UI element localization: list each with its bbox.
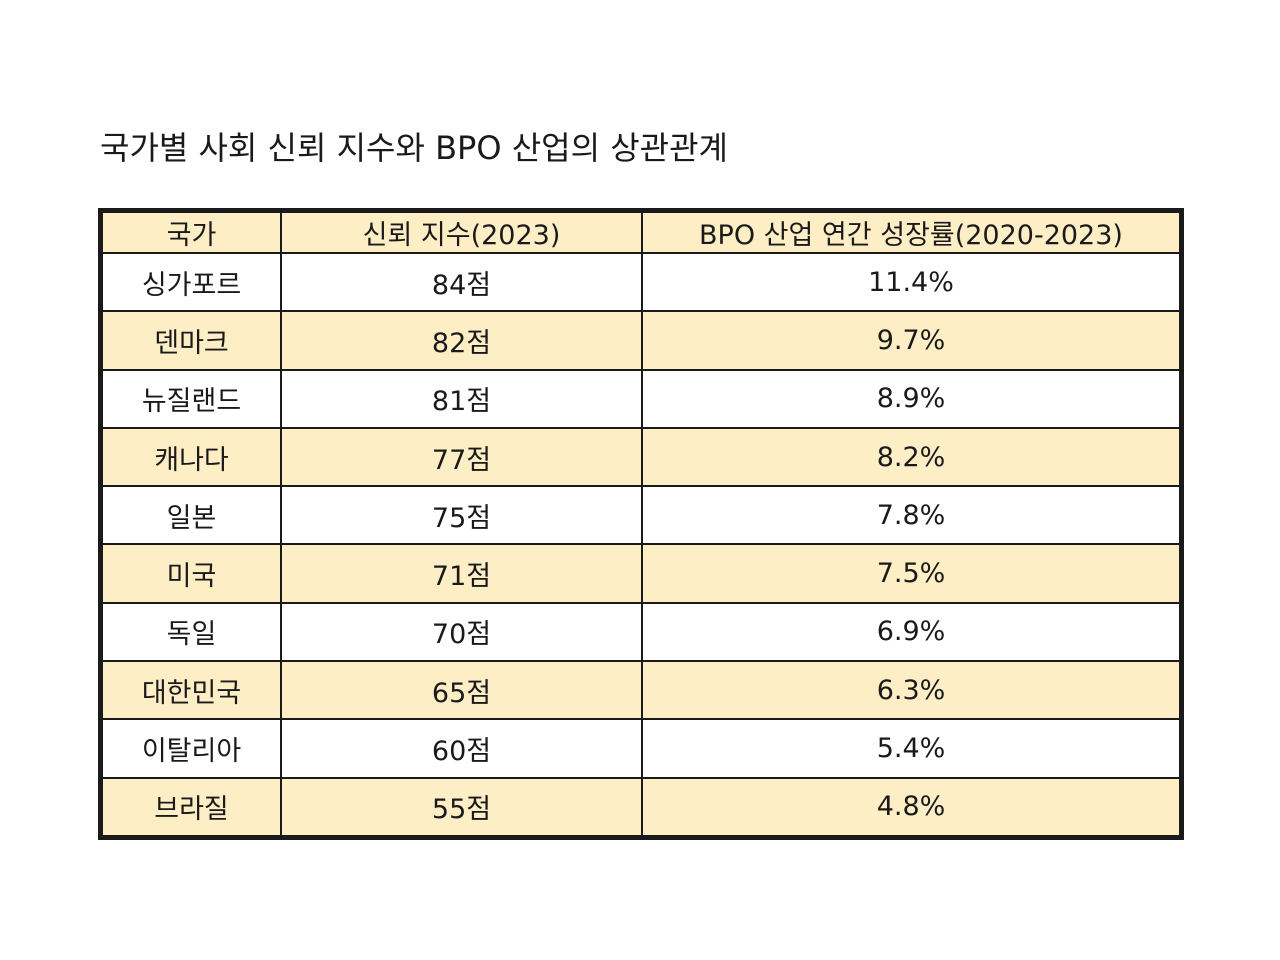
table-row: 대한민국 65점 6.3% — [101, 660, 1181, 721]
table-row: 브라질 55점 4.8% — [101, 776, 1181, 838]
column-header-trust-index: 신뢰 지수(2023) — [280, 211, 643, 254]
table-row: 덴마크 82점 9.7% — [101, 310, 1181, 371]
column-header-bpo-growth: BPO 산업 연간 성장률(2020-2023) — [641, 211, 1181, 254]
cell-bpo-growth: 5.4% — [641, 718, 1181, 779]
cell-country: 싱가포르 — [101, 251, 282, 313]
cell-bpo-growth: 6.9% — [641, 601, 1181, 663]
cell-trust-index: 84점 — [280, 251, 643, 313]
table-row: 뉴질랜드 81점 8.9% — [101, 368, 1181, 429]
cell-bpo-growth: 4.8% — [641, 776, 1181, 838]
cell-bpo-growth: 6.3% — [641, 660, 1181, 721]
cell-country: 뉴질랜드 — [101, 368, 282, 429]
cell-country: 일본 — [101, 485, 282, 546]
table-row: 일본 75점 7.8% — [101, 485, 1181, 546]
data-table: 국가 신뢰 지수(2023) BPO 산업 연간 성장률(2020-2023) … — [101, 211, 1181, 838]
cell-country: 덴마크 — [101, 310, 282, 371]
cell-trust-index: 81점 — [280, 368, 643, 429]
cell-country: 독일 — [101, 601, 282, 663]
data-table-container: 국가 신뢰 지수(2023) BPO 산업 연간 성장률(2020-2023) … — [98, 208, 1184, 840]
table-row: 싱가포르 84점 11.4% — [101, 251, 1181, 313]
cell-country: 미국 — [101, 543, 282, 604]
cell-country: 브라질 — [101, 776, 282, 838]
cell-country: 대한민국 — [101, 660, 282, 721]
cell-bpo-growth: 7.8% — [641, 485, 1181, 546]
cell-bpo-growth: 8.2% — [641, 426, 1181, 488]
table-row: 독일 70점 6.9% — [101, 601, 1181, 663]
cell-trust-index: 60점 — [280, 718, 643, 779]
cell-country: 캐나다 — [101, 426, 282, 488]
cell-trust-index: 70점 — [280, 601, 643, 663]
cell-trust-index: 55점 — [280, 776, 643, 838]
cell-bpo-growth: 7.5% — [641, 543, 1181, 604]
page-title: 국가별 사회 신뢰 지수와 BPO 산업의 상관관계 — [100, 129, 728, 167]
column-header-country: 국가 — [101, 211, 282, 254]
table-row: 이탈리아 60점 5.4% — [101, 718, 1181, 779]
cell-trust-index: 82점 — [280, 310, 643, 371]
cell-bpo-growth: 8.9% — [641, 368, 1181, 429]
cell-trust-index: 65점 — [280, 660, 643, 721]
cell-bpo-growth: 9.7% — [641, 310, 1181, 371]
table-row: 미국 71점 7.5% — [101, 543, 1181, 604]
cell-bpo-growth: 11.4% — [641, 251, 1181, 313]
table-header-row: 국가 신뢰 지수(2023) BPO 산업 연간 성장률(2020-2023) — [101, 211, 1181, 254]
cell-trust-index: 75점 — [280, 485, 643, 546]
cell-trust-index: 77점 — [280, 426, 643, 488]
cell-country: 이탈리아 — [101, 718, 282, 779]
cell-trust-index: 71점 — [280, 543, 643, 604]
table-row: 캐나다 77점 8.2% — [101, 426, 1181, 488]
